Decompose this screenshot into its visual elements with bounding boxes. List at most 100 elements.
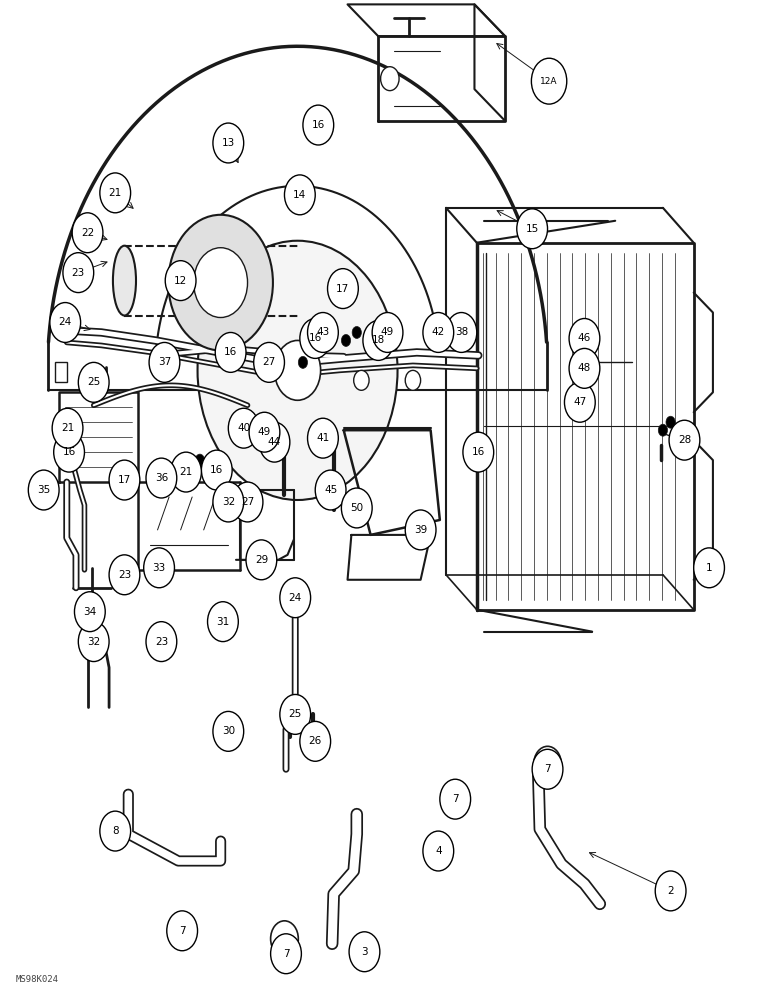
Circle shape (532, 749, 563, 789)
Circle shape (564, 382, 595, 422)
Circle shape (405, 510, 436, 550)
Circle shape (254, 342, 284, 382)
Circle shape (271, 921, 298, 957)
Circle shape (531, 58, 567, 104)
Circle shape (171, 452, 201, 492)
Text: 47: 47 (574, 397, 587, 407)
Text: 48: 48 (577, 363, 591, 373)
Circle shape (249, 412, 279, 452)
Text: 18: 18 (371, 335, 385, 345)
Circle shape (446, 313, 477, 352)
Circle shape (666, 416, 676, 428)
Circle shape (168, 215, 273, 350)
Text: 7: 7 (179, 926, 185, 936)
Text: 17: 17 (337, 284, 350, 294)
Text: 49: 49 (381, 327, 394, 337)
Circle shape (146, 622, 177, 662)
Text: 14: 14 (293, 190, 306, 200)
Circle shape (655, 871, 686, 911)
Text: 8: 8 (112, 826, 119, 836)
Text: 39: 39 (414, 525, 427, 535)
Circle shape (298, 356, 307, 368)
Circle shape (349, 932, 380, 972)
Circle shape (341, 334, 350, 346)
Circle shape (516, 209, 547, 249)
Text: 12: 12 (174, 276, 188, 286)
Text: 40: 40 (237, 423, 250, 433)
Circle shape (29, 470, 59, 510)
Circle shape (694, 548, 724, 588)
Text: 21: 21 (179, 467, 193, 477)
Text: 2: 2 (667, 886, 674, 896)
Text: 36: 36 (154, 473, 168, 483)
Text: 3: 3 (361, 947, 367, 957)
Circle shape (463, 432, 493, 472)
Text: 26: 26 (309, 736, 322, 746)
Circle shape (232, 482, 263, 522)
Text: 16: 16 (63, 447, 76, 457)
Circle shape (78, 622, 109, 662)
Circle shape (307, 313, 338, 352)
Circle shape (279, 694, 310, 734)
Circle shape (144, 548, 174, 588)
Text: 16: 16 (210, 465, 223, 475)
Text: 24: 24 (289, 593, 302, 603)
Circle shape (188, 464, 197, 476)
Text: 25: 25 (87, 377, 100, 387)
Text: 49: 49 (258, 427, 271, 437)
Circle shape (442, 781, 469, 817)
Circle shape (279, 578, 310, 618)
Circle shape (578, 384, 591, 400)
Circle shape (265, 346, 274, 358)
Text: 50: 50 (350, 503, 364, 513)
Text: 17: 17 (118, 475, 131, 485)
Text: 16: 16 (224, 347, 237, 357)
Circle shape (578, 354, 591, 370)
Circle shape (259, 422, 290, 462)
Text: 27: 27 (262, 357, 276, 367)
Text: 42: 42 (432, 327, 445, 337)
Circle shape (109, 460, 140, 500)
Text: 32: 32 (222, 497, 235, 507)
Text: 16: 16 (312, 120, 325, 130)
Text: 4: 4 (435, 846, 442, 856)
Text: 7: 7 (283, 949, 290, 959)
Circle shape (213, 482, 244, 522)
Circle shape (354, 370, 369, 390)
Circle shape (423, 313, 454, 352)
Circle shape (300, 319, 330, 358)
Text: 32: 32 (87, 637, 100, 647)
Text: 41: 41 (317, 433, 330, 443)
Circle shape (54, 432, 84, 472)
Text: 44: 44 (268, 437, 281, 447)
Text: 16: 16 (472, 447, 485, 457)
Circle shape (303, 105, 334, 145)
Circle shape (195, 454, 205, 466)
Circle shape (100, 173, 130, 213)
Circle shape (229, 408, 259, 448)
Circle shape (405, 370, 421, 390)
Circle shape (63, 253, 93, 293)
Text: 23: 23 (154, 637, 168, 647)
FancyBboxPatch shape (56, 362, 66, 382)
Circle shape (213, 711, 244, 751)
Circle shape (72, 213, 103, 253)
Text: 21: 21 (109, 188, 122, 198)
Circle shape (372, 313, 403, 352)
Circle shape (578, 324, 591, 340)
Text: 23: 23 (72, 268, 85, 278)
Text: 38: 38 (455, 327, 468, 337)
Circle shape (167, 911, 198, 951)
Circle shape (569, 348, 600, 388)
Circle shape (213, 123, 244, 163)
Circle shape (659, 424, 668, 436)
Text: 12A: 12A (540, 77, 558, 86)
Text: 21: 21 (61, 423, 74, 433)
Circle shape (381, 67, 399, 91)
Text: 27: 27 (241, 497, 254, 507)
Circle shape (215, 332, 246, 372)
Text: 35: 35 (37, 485, 50, 495)
Text: 23: 23 (118, 570, 131, 580)
Circle shape (100, 811, 130, 851)
Circle shape (300, 721, 330, 761)
